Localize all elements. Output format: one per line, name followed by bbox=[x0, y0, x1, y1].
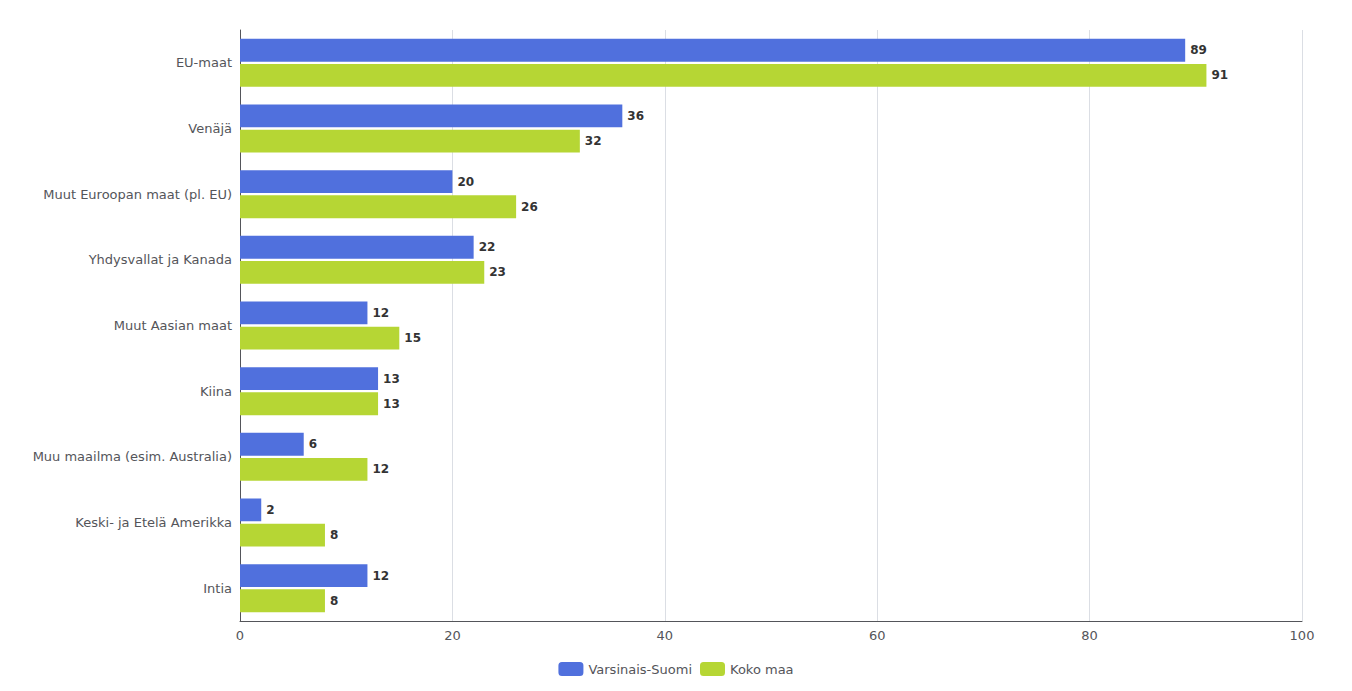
svg-text:Muu maailma (esim. Australia): Muu maailma (esim. Australia) bbox=[33, 449, 232, 464]
svg-text:0: 0 bbox=[236, 628, 244, 643]
svg-text:91: 91 bbox=[1211, 68, 1228, 82]
svg-text:22: 22 bbox=[479, 240, 496, 254]
svg-text:26: 26 bbox=[521, 200, 538, 214]
svg-text:13: 13 bbox=[383, 372, 400, 386]
svg-text:Muut Aasian maat: Muut Aasian maat bbox=[114, 318, 232, 333]
svg-text:6: 6 bbox=[309, 437, 317, 451]
svg-text:12: 12 bbox=[372, 306, 389, 320]
svg-text:Muut Euroopan maat (pl. EU): Muut Euroopan maat (pl. EU) bbox=[43, 187, 232, 202]
svg-text:40: 40 bbox=[657, 628, 674, 643]
svg-text:36: 36 bbox=[627, 109, 644, 123]
svg-text:12: 12 bbox=[372, 569, 389, 583]
svg-text:13: 13 bbox=[383, 397, 400, 411]
svg-text:Yhdysvallat ja Kanada: Yhdysvallat ja Kanada bbox=[88, 252, 232, 267]
svg-text:20: 20 bbox=[444, 628, 461, 643]
svg-text:100: 100 bbox=[1290, 628, 1315, 643]
svg-text:Varsinais-Suomi: Varsinais-Suomi bbox=[588, 662, 692, 677]
svg-text:EU-maat: EU-maat bbox=[176, 55, 232, 70]
svg-text:12: 12 bbox=[372, 462, 389, 476]
svg-text:89: 89 bbox=[1190, 43, 1207, 57]
svg-text:2: 2 bbox=[266, 503, 274, 517]
svg-text:23: 23 bbox=[489, 265, 506, 279]
svg-text:8: 8 bbox=[330, 528, 338, 542]
svg-text:20: 20 bbox=[457, 175, 474, 189]
svg-text:Koko maa: Koko maa bbox=[730, 662, 794, 677]
svg-text:15: 15 bbox=[404, 331, 421, 345]
svg-text:8: 8 bbox=[330, 594, 338, 608]
svg-text:32: 32 bbox=[585, 134, 602, 148]
svg-text:Kiina: Kiina bbox=[200, 384, 232, 399]
svg-text:Venäjä: Venäjä bbox=[188, 121, 232, 136]
svg-text:80: 80 bbox=[1081, 628, 1098, 643]
svg-text:Keski- ja Etelä Amerikka: Keski- ja Etelä Amerikka bbox=[75, 515, 232, 530]
svg-text:60: 60 bbox=[869, 628, 886, 643]
svg-text:Intia: Intia bbox=[203, 581, 232, 596]
